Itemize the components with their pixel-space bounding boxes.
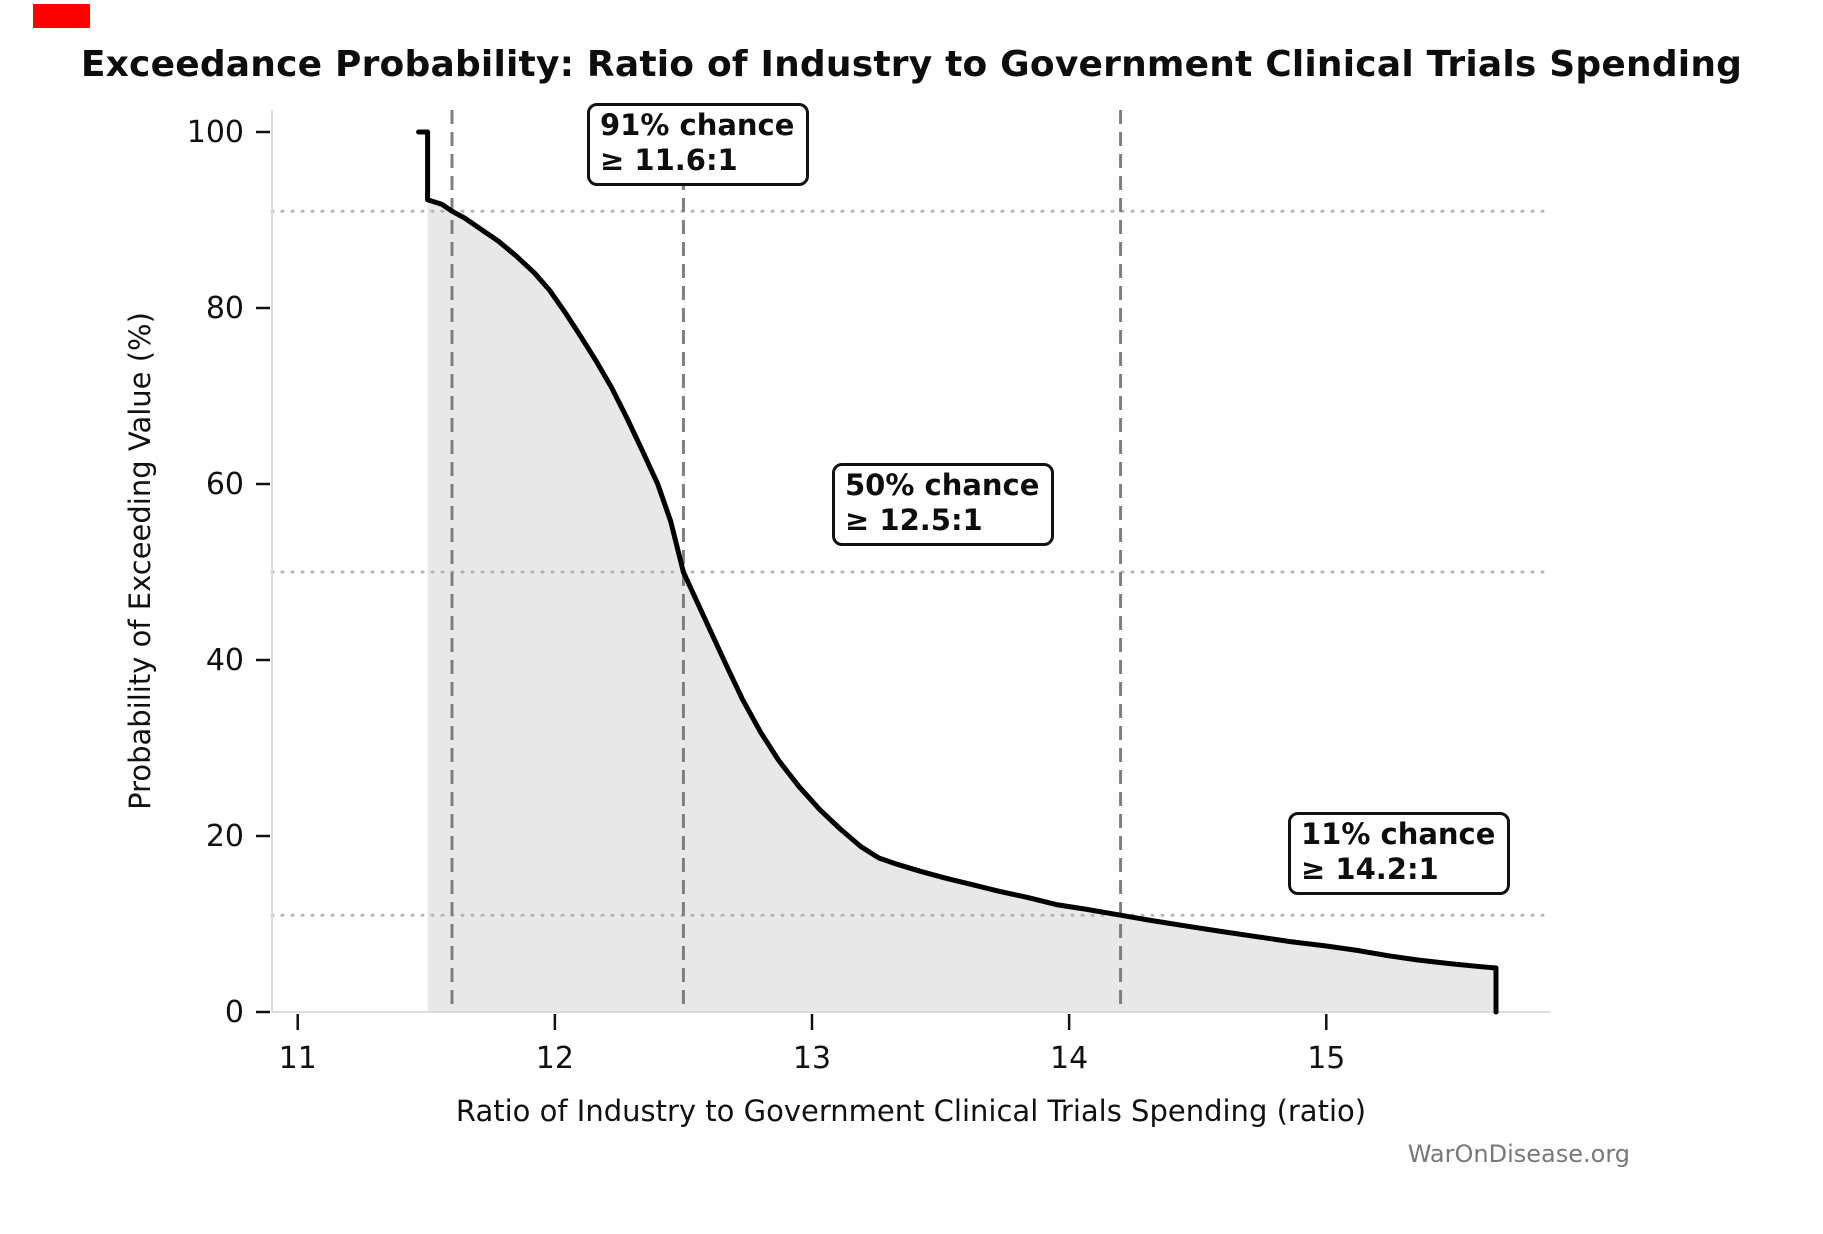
x-tick-label: 12	[536, 1041, 574, 1076]
area-fill	[427, 199, 1497, 1013]
y-tick-label: 20	[206, 819, 244, 854]
x-tick-label: 15	[1307, 1041, 1345, 1076]
annotation-line: 50% chance	[845, 468, 1040, 502]
annotation-line: ≥ 14.2:1	[1301, 852, 1439, 886]
y-tick-label: 40	[206, 643, 244, 678]
annotation-11-percent: 11% chance ≥ 14.2:1	[1288, 812, 1511, 895]
x-tick-label: 13	[793, 1041, 831, 1076]
annotation-line: 91% chance	[600, 108, 795, 142]
annotation-91-percent: 91% chance ≥ 11.6:1	[587, 103, 810, 186]
y-tick-label: 100	[187, 115, 244, 150]
x-tick-label: 11	[279, 1041, 317, 1076]
red-marker	[33, 4, 90, 28]
x-tick-label: 14	[1050, 1041, 1088, 1076]
y-tick-label: 60	[206, 467, 244, 502]
y-tick-label: 80	[206, 291, 244, 326]
y-axis-label: Probability of Exceeding Value (%)	[123, 312, 157, 810]
watermark: WarOnDisease.org	[1407, 1140, 1630, 1168]
x-axis-label: Ratio of Industry to Government Clinical…	[455, 1094, 1367, 1128]
y-tick-label: 0	[225, 995, 244, 1030]
chart-title: Exceedance Probability: Ratio of Industr…	[80, 44, 1743, 85]
annotation-line: ≥ 11.6:1	[600, 143, 738, 177]
annotation-line: ≥ 12.5:1	[845, 503, 983, 537]
annotation-line: 11% chance	[1301, 817, 1496, 851]
exceedance-curve	[416, 129, 1499, 1015]
annotation-50-percent: 50% chance ≥ 12.5:1	[832, 463, 1055, 546]
